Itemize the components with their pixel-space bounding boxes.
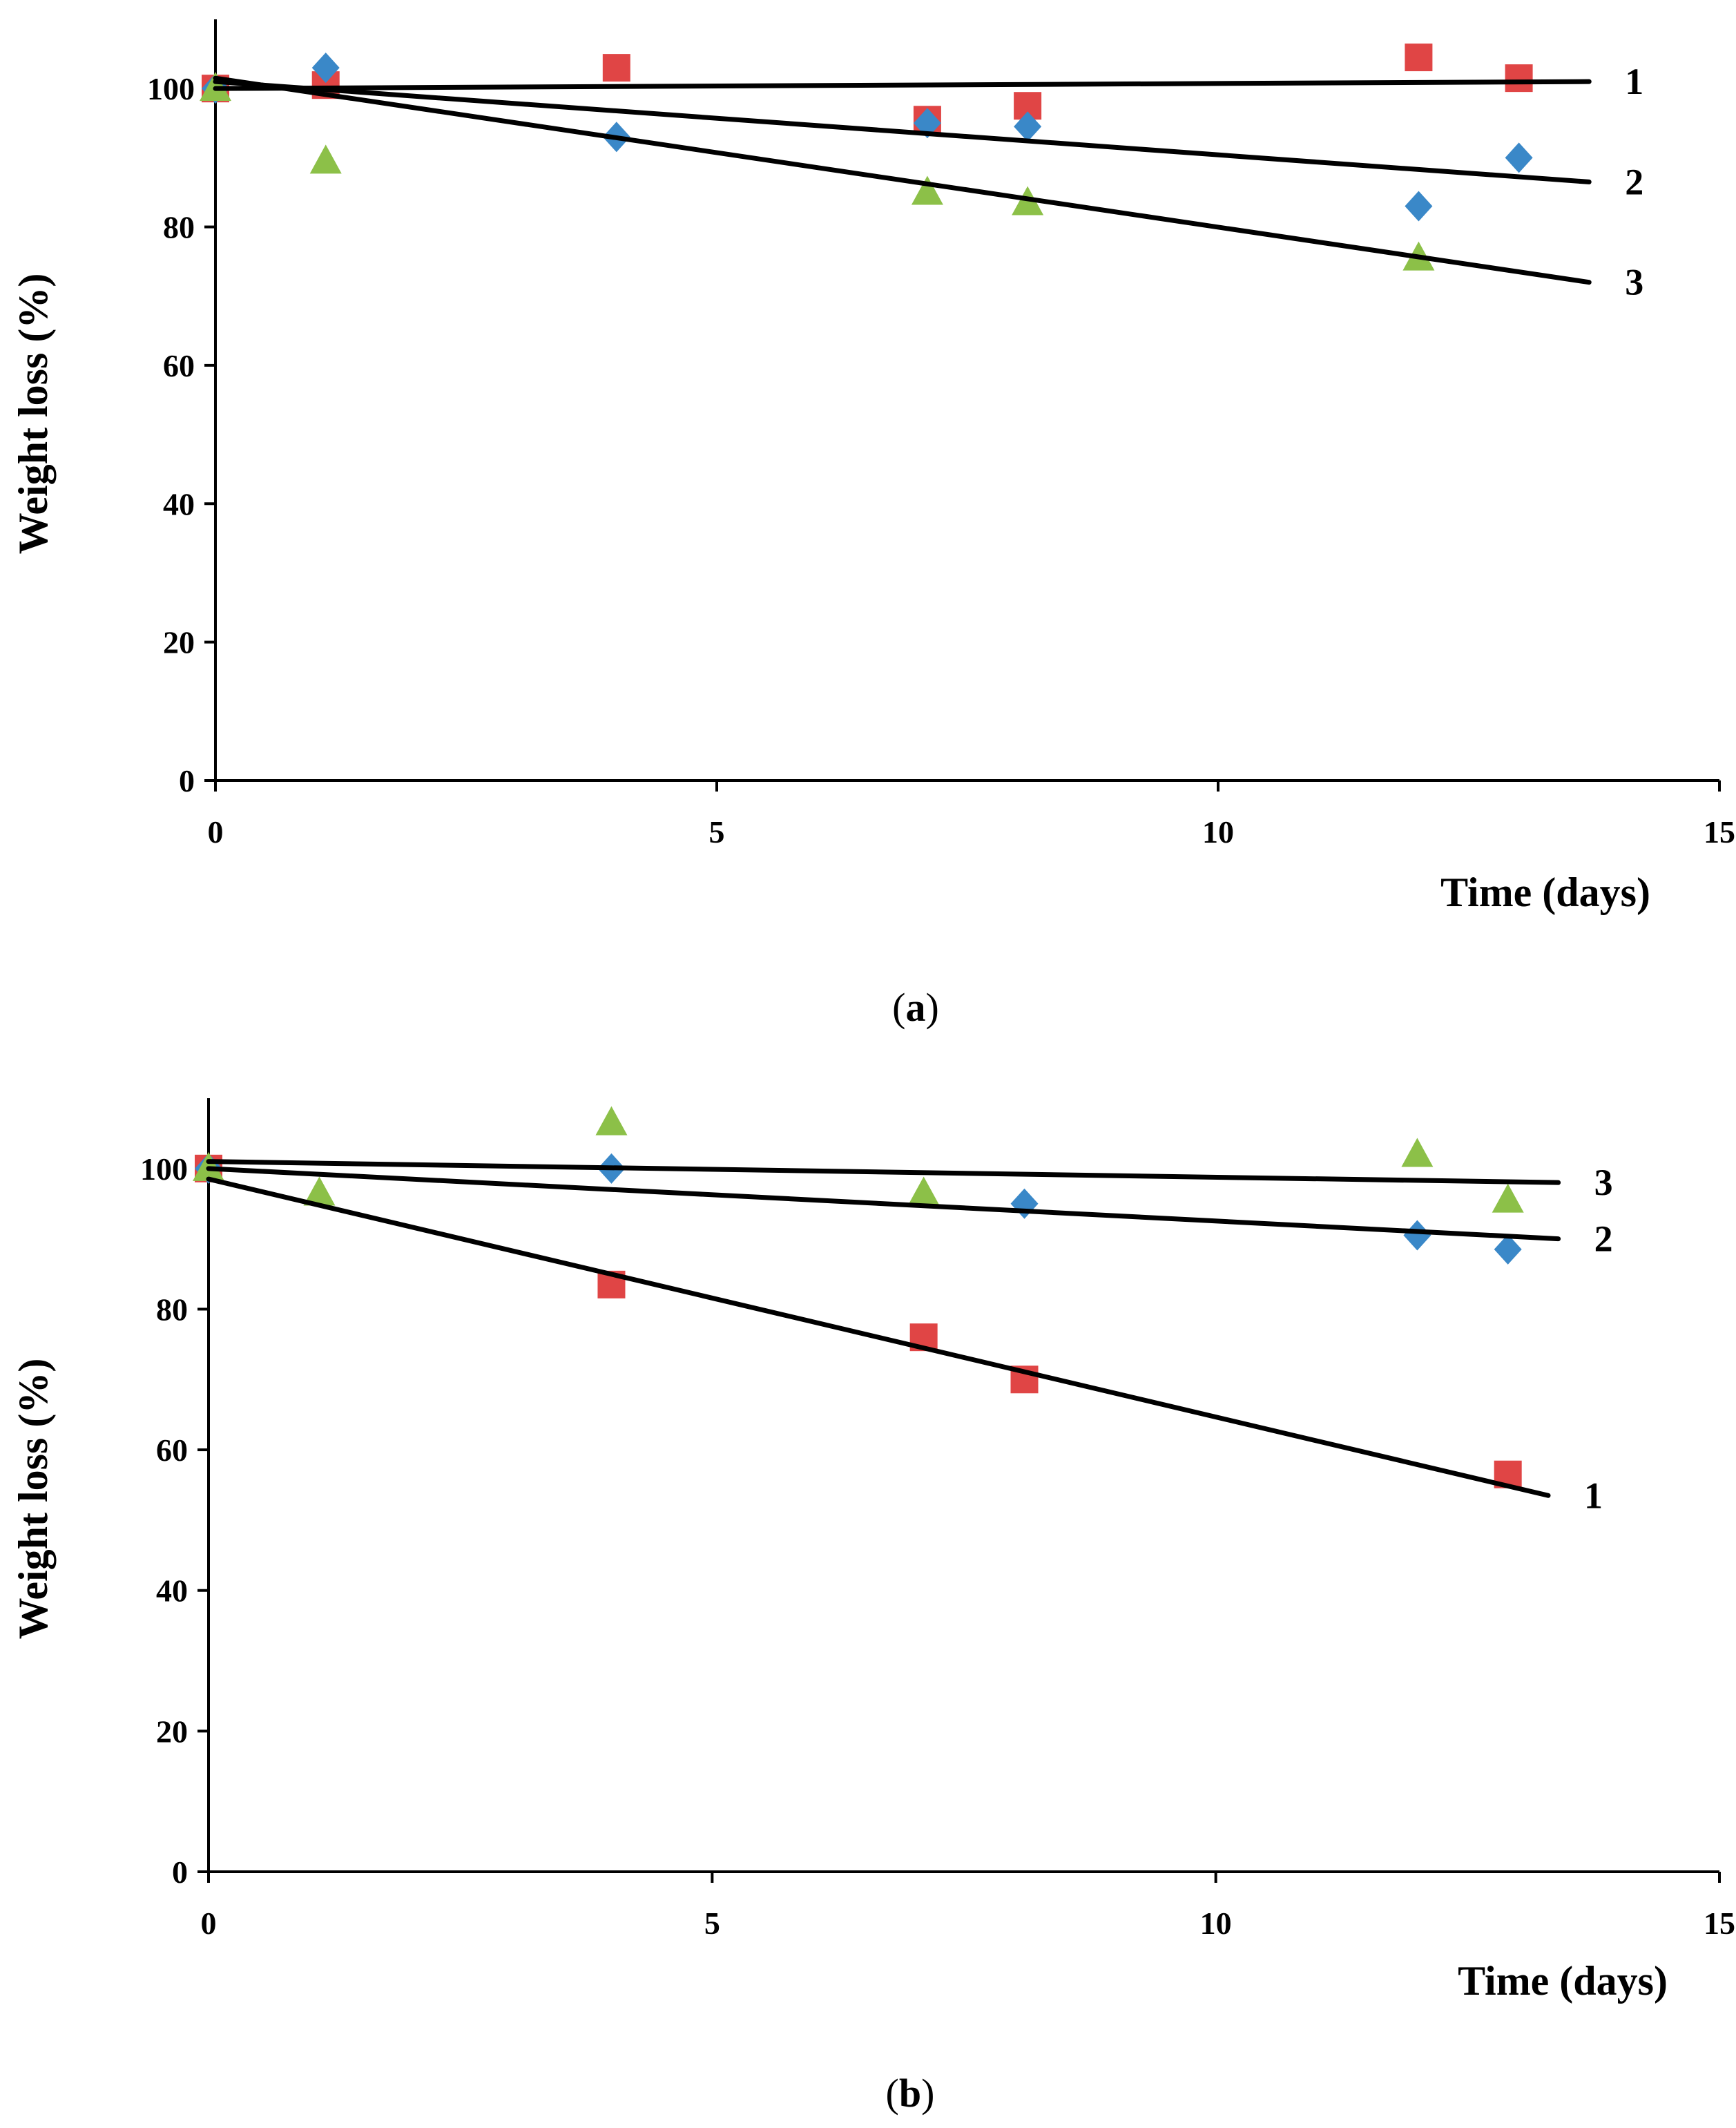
- trendline-label: 1: [1625, 61, 1643, 102]
- chart-panel-b: 0 20 40 60 80 100 0 5 10 15 Time (days) Weight loss…: [10, 1098, 1735, 2116]
- caption-letter: a: [906, 985, 926, 1030]
- trendline-label: 3: [1625, 262, 1643, 303]
- diamond-point: [1014, 111, 1042, 142]
- triangle-point: [309, 144, 342, 174]
- chart-panel-a: 0 20 40 60 80 100 0 5 10 15 Time (days) Weight loss…: [10, 19, 1735, 1030]
- panel-caption: (b): [886, 2071, 935, 2116]
- x-tick-label: 10: [1202, 814, 1234, 850]
- y-tick-label: 80: [156, 1292, 188, 1327]
- y-tick-label: 60: [163, 348, 195, 383]
- x-axis-title: Time (days): [1458, 1958, 1668, 2004]
- square-point: [1405, 44, 1433, 72]
- y-tick-label: 80: [163, 210, 195, 245]
- y-axis-title: Weight loss (%): [10, 1359, 56, 1640]
- y-tick-label: 0: [179, 763, 195, 798]
- x-tick-label: 0: [201, 1906, 217, 1941]
- trendline-label: 1: [1584, 1475, 1603, 1516]
- diamond-point: [1403, 1220, 1431, 1251]
- y-axis-title: Weight loss (%): [10, 274, 56, 555]
- y-tick-label: 20: [156, 1714, 188, 1749]
- trendline: [206, 1176, 1551, 1498]
- caption-open-paren: (: [886, 2071, 899, 2116]
- triangle-point: [595, 1106, 628, 1135]
- square-point: [1505, 64, 1533, 93]
- trendline: [213, 79, 1592, 91]
- square-point: [602, 54, 630, 82]
- x-tick-label: 15: [1704, 814, 1735, 850]
- triangle-point: [1492, 1183, 1524, 1213]
- x-tick-label: 5: [704, 1906, 720, 1941]
- caption-close-paren: ): [926, 985, 939, 1030]
- diamond-point: [1505, 142, 1533, 173]
- y-tick-label: 40: [163, 486, 195, 521]
- triangle-point: [1401, 1138, 1434, 1167]
- y-tick-label: 40: [156, 1573, 188, 1609]
- triangle-point: [911, 175, 943, 205]
- x-axis-title: Time (days): [1440, 870, 1650, 915]
- diamond-point: [1494, 1234, 1522, 1265]
- y-tick-label: 100: [140, 1151, 188, 1187]
- diamond-point: [1405, 191, 1433, 222]
- x-tick-label: 15: [1704, 1906, 1735, 1941]
- y-tick-label: 60: [156, 1432, 188, 1468]
- x-tick-label: 10: [1200, 1906, 1232, 1941]
- caption-open-paren: (: [892, 985, 905, 1030]
- trendline: [213, 75, 1592, 285]
- diamond-point: [311, 52, 340, 84]
- triangle-point: [303, 1176, 336, 1206]
- caption-close-paren: ): [921, 2071, 934, 2116]
- x-tick-label: 5: [709, 814, 725, 850]
- y-tick-label: 100: [147, 71, 195, 106]
- trendline-label: 2: [1594, 1218, 1613, 1260]
- trendline: [206, 1166, 1561, 1242]
- trendline-label: 2: [1625, 161, 1643, 202]
- trendline: [213, 79, 1592, 184]
- panel-caption: (a): [892, 985, 939, 1030]
- trendline-label: 3: [1594, 1162, 1613, 1203]
- trendline: [206, 1159, 1561, 1185]
- y-tick-label: 20: [163, 625, 195, 660]
- y-tick-label: 0: [172, 1854, 188, 1890]
- caption-letter: b: [899, 2071, 921, 2116]
- x-tick-label: 0: [208, 814, 224, 850]
- triangle-point: [907, 1176, 940, 1206]
